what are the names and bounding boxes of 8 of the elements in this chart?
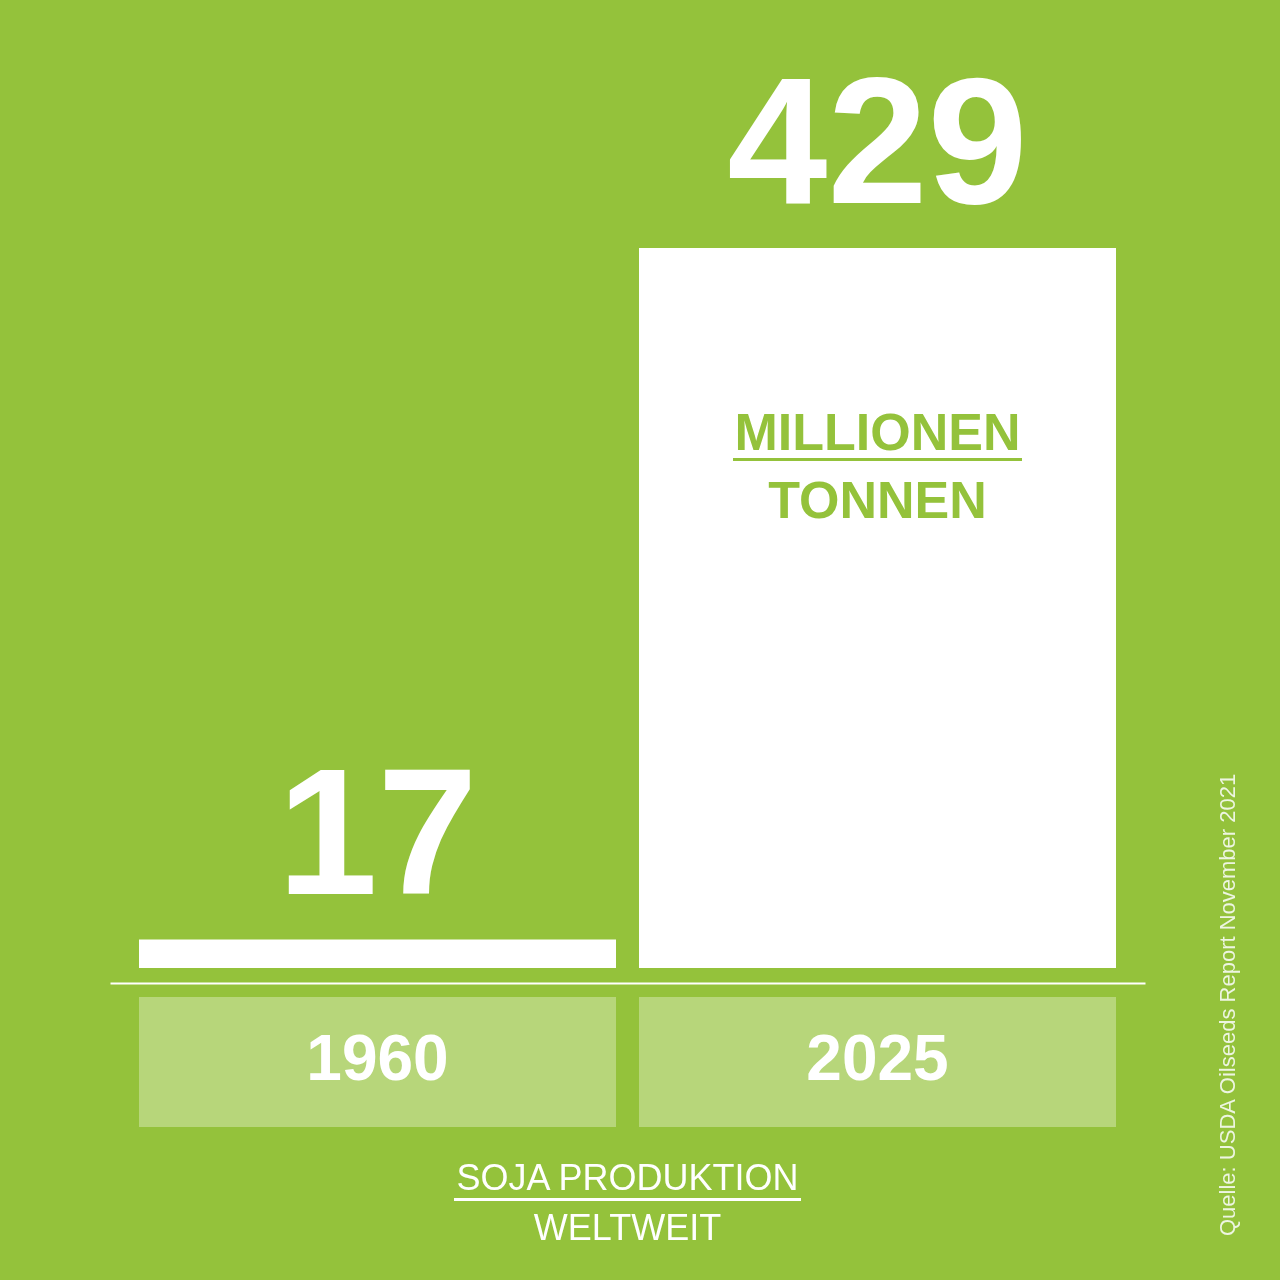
annotation: MILLIONEN TONNEN (734, 403, 1021, 529)
text: SOJA PRODUKTION (456, 1157, 799, 1198)
text: WELTWEIT (533, 1207, 722, 1248)
data-label: 429 (727, 40, 1028, 241)
x-tick-label: 1960 (306, 1021, 449, 1094)
x-tick-label: 2025 (806, 1021, 949, 1094)
source-note: Quelle: USDA Oilseeds Report November 2021 (1215, 773, 1240, 1236)
data-label: 17 (277, 731, 478, 933)
